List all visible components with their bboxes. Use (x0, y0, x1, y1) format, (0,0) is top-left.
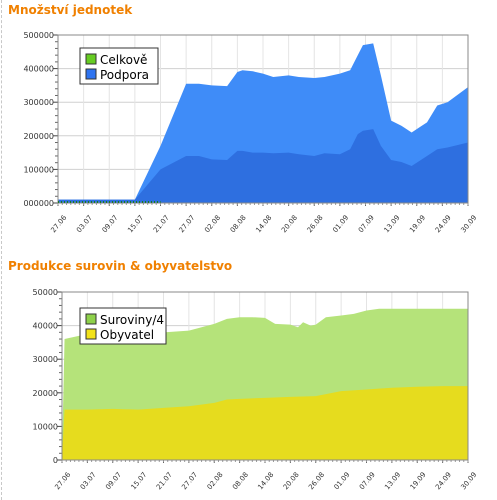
x-tick-label: 19.09 (409, 471, 428, 491)
x-tick-label: 21.07 (152, 214, 171, 234)
x-tick-label: 01.09 (333, 471, 352, 491)
y-tick-label: 300000 (23, 98, 54, 107)
chart-title-units: Množství jednotek (8, 3, 133, 17)
y-tick-label: 10000 (33, 422, 58, 431)
y-tick-label: 20000 (33, 389, 58, 398)
chart-title-resources-population: Produkce surovin & obyvatelstvo (8, 259, 233, 273)
x-tick-label: 02.08 (203, 214, 222, 234)
x-tick-label: 26.08 (307, 471, 326, 491)
x-tick-label: 19.09 (408, 214, 427, 234)
y-tick-label: 000000 (23, 199, 54, 208)
x-tick-label: 03.07 (75, 214, 94, 234)
series-area-Obyvatel (62, 386, 468, 460)
x-tick-label: 15.07 (130, 471, 149, 491)
x-tick-label: 02.08 (206, 471, 225, 491)
legend-label: Suroviny/4 (100, 313, 164, 327)
x-tick-label: 27.07 (178, 214, 197, 234)
x-tick-label: 24.09 (434, 471, 453, 491)
x-tick-label: 07.09 (357, 214, 376, 234)
x-tick-label: 21.07 (155, 471, 174, 491)
x-tick-label: 20.08 (282, 471, 301, 491)
y-tick-label: 500000 (23, 31, 54, 40)
x-tick-label: 08.08 (231, 471, 250, 491)
x-tick-label: 30.09 (459, 214, 478, 234)
x-tick-label: 24.09 (434, 214, 453, 234)
legend-label: Obyvatel (100, 328, 154, 342)
plot-frame (61, 291, 469, 461)
x-tick-label: 27.07 (180, 471, 199, 491)
y-tick-label: 100000 (23, 165, 54, 174)
y-tick-label: 0 (53, 456, 58, 465)
x-tick-label: 15.07 (126, 214, 145, 234)
x-tick-label: 14.08 (254, 214, 273, 234)
x-tick-label: 27.06 (53, 470, 72, 491)
y-tick-label: 200000 (23, 132, 54, 141)
left-dashed-border (1, 0, 2, 500)
resources-area-chart: 0 10000 20000 30000 40000 50000 27.06 03.07 09.0… (33, 288, 479, 491)
x-tick-label: 13.09 (383, 471, 402, 491)
y-tick-label: 50000 (33, 288, 58, 297)
x-tick-label: 27.06 (49, 213, 68, 234)
legend-swatch (85, 328, 97, 340)
x-tick-label: 13.09 (383, 214, 402, 234)
x-tick-label: 03.07 (79, 471, 98, 491)
x-tick-label: 09.07 (104, 471, 123, 491)
legend-label: Podpora (100, 68, 149, 82)
legend-swatch (85, 53, 97, 65)
x-tick-label: 07.09 (358, 471, 377, 491)
y-tick-label: 400000 (23, 65, 54, 74)
plot-frame (57, 34, 469, 204)
legend-swatch (85, 68, 97, 80)
units-area-chart: 000000 100000 200000 300000 400000 500000 27.0… (23, 31, 478, 234)
x-tick-label: 30.09 (459, 471, 478, 491)
y-tick-label: 40000 (33, 322, 58, 331)
legend-label: Celkově (100, 53, 147, 67)
y-tick-label: 30000 (33, 355, 58, 364)
legend-swatch (85, 313, 97, 325)
x-tick-label: 01.09 (331, 214, 350, 234)
x-tick-label: 14.08 (256, 471, 275, 491)
x-tick-label: 08.08 (229, 214, 248, 234)
x-tick-label: 26.08 (306, 214, 325, 234)
x-tick-label: 09.07 (101, 214, 120, 234)
series-area-Celkově (58, 129, 468, 203)
x-tick-label: 20.08 (280, 214, 299, 234)
